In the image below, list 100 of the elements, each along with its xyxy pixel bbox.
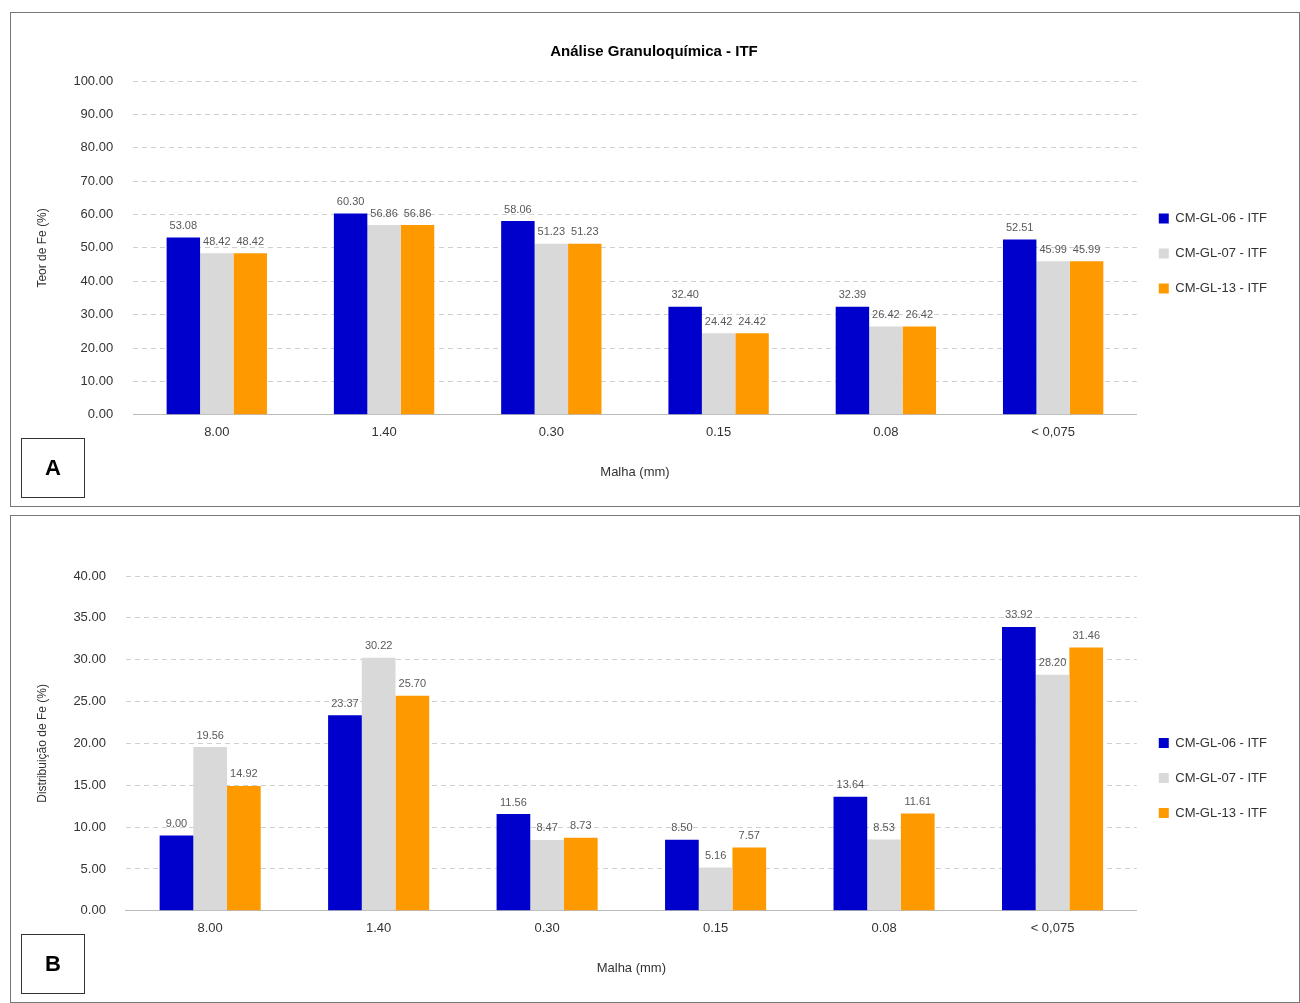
- data-label: 8.53: [873, 820, 895, 833]
- bar: [496, 814, 531, 911]
- data-label: 56.86: [403, 206, 432, 219]
- x-tick-label: 0.08: [871, 920, 897, 936]
- bar: [328, 715, 362, 911]
- y-tick-label: 70.00: [80, 172, 114, 188]
- data-label: 8.50: [671, 821, 693, 834]
- data-label: 32.40: [671, 288, 699, 301]
- y-tick-label: 80.00: [80, 139, 114, 155]
- data-label: 51.23: [537, 225, 566, 238]
- bar: [333, 213, 368, 415]
- data-label: 26.42: [872, 308, 900, 321]
- data-label: 13.64: [836, 778, 865, 791]
- y-tick-label: 35.00: [73, 609, 106, 625]
- bar: [1002, 626, 1036, 911]
- y-tick-label: 30.00: [80, 306, 114, 322]
- data-label: 45.99: [1039, 242, 1067, 255]
- data-label: 52.51: [1005, 221, 1034, 234]
- bar: [367, 225, 401, 415]
- bar: [159, 835, 194, 911]
- data-label: 60.30: [336, 195, 365, 208]
- bar: [1069, 261, 1104, 415]
- data-label: 5.16: [704, 849, 727, 862]
- legend-label: CM-GL-13 - ITF: [1175, 804, 1268, 820]
- data-label: 56.86: [370, 206, 398, 219]
- bar: [395, 695, 430, 911]
- data-label: 48.42: [203, 234, 231, 247]
- data-label: 7.57: [738, 828, 760, 841]
- y-tick-label: 20.00: [73, 734, 106, 750]
- data-label: 9.00: [165, 817, 188, 829]
- legend-label: CM-GL-06 - ITF: [1175, 210, 1268, 226]
- bar: [534, 243, 569, 415]
- bar: [227, 785, 261, 911]
- bar: [698, 867, 733, 911]
- bar: [530, 839, 564, 911]
- bar: [568, 243, 602, 415]
- x-axis-title: Malha (mm): [600, 463, 670, 479]
- x-axis-title: Malha (mm): [596, 959, 667, 975]
- text: A: [21, 438, 85, 498]
- bar: [701, 333, 736, 415]
- data-label: 8.73: [570, 819, 592, 832]
- x-tick-label: < 0,075: [1030, 920, 1075, 936]
- y-tick-label: 0.00: [80, 902, 106, 918]
- data-label: 31.46: [1072, 629, 1100, 642]
- bar: [869, 326, 903, 415]
- legend-label: CM-GL-06 - ITF: [1175, 734, 1268, 750]
- data-label: 14.92: [230, 767, 258, 780]
- y-tick-label: 10.00: [73, 818, 106, 834]
- bar: [902, 326, 937, 415]
- bar: [735, 333, 769, 415]
- data-label: 45.99: [1072, 242, 1101, 255]
- data-label: 33.92: [1005, 608, 1033, 621]
- data-label: 58.06: [504, 202, 532, 215]
- y-tick-label: 10.00: [80, 373, 114, 388]
- bar: [233, 253, 267, 415]
- x-tick-label: 8.00: [204, 424, 230, 440]
- y-tick-label: 50.00: [80, 239, 114, 255]
- y-tick-label: 30.00: [73, 651, 106, 667]
- data-label: 51.23: [571, 225, 599, 238]
- data-label: 26.42: [905, 308, 934, 321]
- bar: [867, 839, 901, 911]
- data-label: 11.56: [500, 795, 527, 808]
- x-tick-label: 1.40: [371, 424, 397, 440]
- bar: [668, 306, 702, 415]
- x-tick-label: 1.40: [365, 920, 392, 936]
- data-label: 11.61: [904, 795, 932, 808]
- y-axis-title: Distribuição de Fe (%): [34, 684, 49, 803]
- data-label: 53.08: [169, 219, 198, 232]
- bar: [835, 306, 870, 415]
- y-tick-label: 60.00: [80, 206, 114, 222]
- y-tick-label: 100.00: [73, 72, 114, 88]
- legend-label: CM-GL-07 - ITF: [1175, 245, 1268, 261]
- y-tick-label: 20.00: [80, 339, 114, 355]
- y-tick-label: 5.00: [80, 860, 106, 876]
- data-label: 24.42: [704, 314, 733, 327]
- x-tick-label: 0.30: [538, 424, 564, 440]
- bar: [563, 837, 598, 911]
- bar: [1002, 239, 1037, 415]
- x-tick-label: 0.30: [534, 920, 560, 936]
- data-label: 30.22: [364, 639, 393, 652]
- data-label: 23.37: [331, 696, 359, 709]
- data-label: 25.70: [398, 677, 427, 690]
- data-label: 28.20: [1038, 656, 1067, 669]
- bar: [166, 237, 201, 415]
- bar: [833, 796, 868, 911]
- x-tick-label: < 0,075: [1031, 424, 1076, 440]
- y-tick-label: 90.00: [80, 105, 114, 121]
- text: B: [21, 934, 85, 994]
- x-tick-label: 0.08: [873, 424, 899, 440]
- x-tick-label: 0.15: [702, 920, 729, 936]
- x-tick-label: 8.00: [197, 920, 223, 936]
- y-axis-title: Teor de Fe (%): [34, 208, 49, 288]
- bar: [501, 221, 535, 415]
- bar: [400, 225, 435, 415]
- bar: [665, 839, 699, 911]
- legend-label: CM-GL-07 - ITF: [1175, 769, 1268, 785]
- data-label: 24.42: [738, 314, 766, 327]
- bar: [200, 253, 234, 415]
- data-label: 8.47: [536, 821, 558, 834]
- data-label: 32.39: [838, 288, 867, 301]
